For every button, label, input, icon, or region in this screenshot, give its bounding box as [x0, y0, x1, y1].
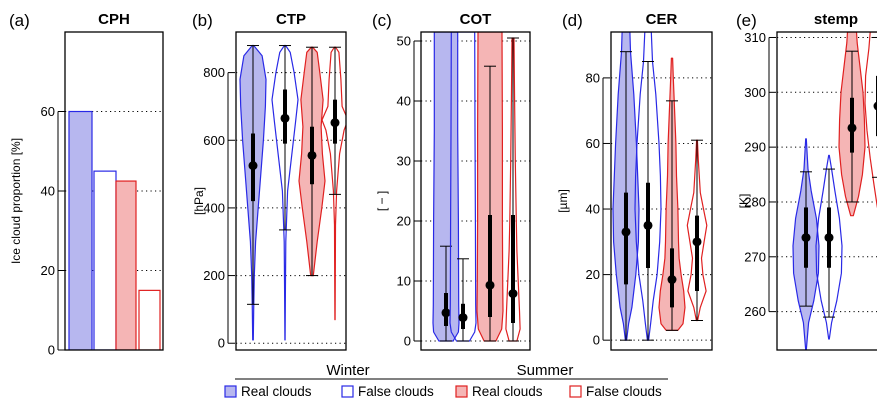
violin: [864, 32, 877, 208]
legend-group-winter: Winter: [326, 362, 369, 379]
y-tick-label: 600: [203, 133, 225, 148]
panel-tag: (e): [736, 11, 757, 30]
median-point: [643, 220, 653, 230]
median-point: [441, 308, 451, 318]
y-tick-label: 0: [404, 334, 411, 349]
panel-tag: (a): [9, 11, 30, 30]
y-tick-label: 0: [593, 333, 600, 348]
y-axis-label: [µm]: [556, 189, 570, 213]
panel-frame: [64, 31, 164, 351]
legend-label: Real clouds: [241, 384, 312, 399]
median-point: [621, 227, 631, 237]
violin: [634, 32, 662, 341]
panel-title: CTP: [276, 11, 306, 28]
y-axis-label: Ice cloud proportion [%]: [9, 138, 23, 264]
median-point: [248, 161, 258, 171]
y-tick-label: 40: [586, 202, 600, 217]
plot-area: [68, 110, 161, 350]
y-tick-label: 290: [744, 140, 766, 155]
median-point: [692, 237, 702, 247]
panel-title: CER: [646, 11, 678, 28]
bar: [115, 180, 137, 350]
panel-title: CPH: [98, 11, 130, 28]
legend-swatch: [224, 385, 237, 398]
legend-label: False clouds: [358, 384, 434, 399]
median-point: [508, 289, 518, 299]
y-tick-label: 0: [48, 343, 55, 358]
legend-label: Real clouds: [472, 384, 543, 399]
violin: [432, 32, 460, 342]
panel-cph: (a) CPH Ice cloud proportion [%] 0 20 40 60: [9, 11, 164, 358]
violin: [449, 32, 477, 342]
y-axis-label: [hPa]: [192, 187, 206, 215]
median-point: [873, 101, 877, 111]
y-tick-label: 60: [41, 104, 55, 119]
y-tick-label: 400: [203, 200, 225, 215]
y-tick-label: 30: [397, 154, 411, 169]
bar: [68, 110, 93, 350]
panel-cot: (c) COT [ − ] 0 10 20 30 40 50: [372, 11, 531, 351]
y-tick-label: 60: [586, 136, 600, 151]
y-tick-label: 40: [41, 184, 55, 199]
y-axis-label: [ − ]: [375, 191, 389, 211]
median-point: [485, 280, 495, 290]
panel-frame: [420, 31, 531, 351]
y-tick-label: 280: [744, 194, 766, 209]
panel-title: stemp: [814, 11, 858, 28]
panel-frame: [776, 31, 877, 351]
median-point: [847, 123, 857, 133]
panel-stemp: (e) stemp [K] 260 270 280 290 300 310: [736, 11, 877, 351]
panel-ctp: (b) CTP [hPa] 0 200 400 600 800: [192, 11, 347, 351]
panel-tag: (c): [372, 11, 392, 30]
y-tick-label: 310: [744, 30, 766, 45]
panel-cer: (d) CER [µm] 0 20 40 60 80: [556, 11, 713, 351]
median-point: [801, 233, 811, 243]
bar: [93, 170, 117, 350]
plot-area: [432, 32, 521, 342]
median-point: [667, 275, 677, 285]
median-point: [307, 150, 317, 160]
y-tick-label: 800: [203, 65, 225, 80]
legend-group-summer: Summer: [517, 362, 574, 379]
violin: [815, 154, 843, 340]
panel-frame: [235, 31, 347, 351]
y-tick-label: 10: [397, 274, 411, 289]
panel-tag: (d): [562, 11, 583, 30]
legend-swatch: [341, 385, 354, 398]
panel-title: COT: [460, 11, 492, 28]
y-tick-label: 20: [586, 267, 600, 282]
y-tick-label: 270: [744, 249, 766, 264]
y-tick-label: 200: [203, 268, 225, 283]
median-point: [458, 313, 468, 323]
y-tick-label: 40: [397, 94, 411, 109]
legend-swatch: [569, 385, 582, 398]
y-axis-label: [K]: [737, 194, 751, 209]
y-tick-label: 50: [397, 34, 411, 49]
bar: [138, 289, 161, 350]
plot-area: [239, 44, 346, 341]
legend: Winter Summer Real clouds False clouds Real …: [224, 362, 668, 399]
plot-area: [612, 32, 708, 341]
plot-area: [792, 32, 877, 350]
legend-swatch: [455, 385, 468, 398]
y-tick-label: 20: [41, 263, 55, 278]
median-point: [330, 118, 340, 128]
y-tick-label: 80: [586, 70, 600, 85]
median-point: [280, 113, 290, 123]
y-tick-label: 300: [744, 85, 766, 100]
panel-frame: [610, 31, 713, 351]
median-point: [824, 233, 834, 243]
y-tick-label: 0: [218, 336, 225, 351]
y-tick-label: 20: [397, 214, 411, 229]
legend-label: False clouds: [586, 384, 662, 399]
panel-tag: (b): [192, 11, 213, 30]
y-tick-label: 260: [744, 304, 766, 319]
